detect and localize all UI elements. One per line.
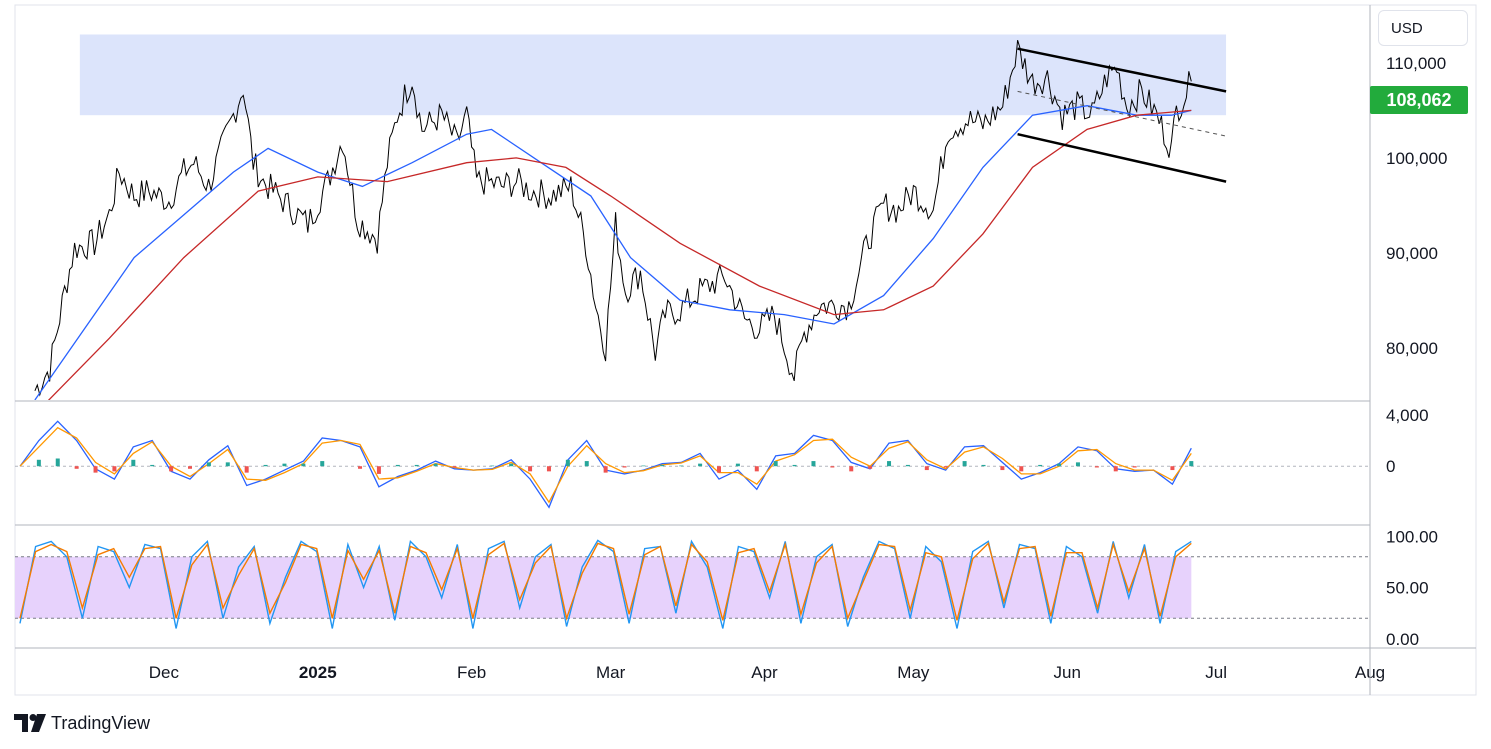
price-line bbox=[34, 40, 1192, 397]
moving-average-slow-line bbox=[47, 109, 1192, 400]
price-axis-tick: 80,000 bbox=[1386, 339, 1438, 358]
time-axis-tick: Feb bbox=[457, 663, 486, 682]
macd-histogram-bar bbox=[433, 463, 438, 467]
macd-histogram-bar bbox=[849, 466, 854, 472]
macd-histogram-bar bbox=[773, 461, 778, 467]
axes-layer: 110,000 100,000 90,000 80,000 Dec 2025 Feb Mar A… bbox=[149, 54, 1448, 682]
macd-histogram-bar bbox=[131, 459, 136, 467]
macd-histogram-bar bbox=[622, 466, 627, 468]
macd-histogram-bar bbox=[924, 466, 929, 471]
macd-histogram-bar bbox=[36, 459, 41, 467]
resistance-zone bbox=[79, 34, 1227, 116]
macd-histogram-bar bbox=[1132, 466, 1137, 468]
series-layer bbox=[19, 40, 1227, 629]
time-axis-tick: Mar bbox=[596, 663, 626, 682]
macd-histogram-bar bbox=[603, 466, 608, 473]
macd-histogram-bar bbox=[792, 464, 797, 467]
macd-histogram-bar bbox=[1189, 461, 1194, 467]
price-axis-tick: 100,000 bbox=[1386, 149, 1447, 168]
time-axis-tick: Apr bbox=[751, 663, 778, 682]
macd-histogram-bar bbox=[981, 464, 986, 467]
macd-histogram-bar bbox=[206, 462, 211, 467]
macd-histogram-bar bbox=[698, 463, 703, 467]
macd-signal-line bbox=[19, 426, 1192, 504]
channel-upper-line bbox=[1017, 47, 1227, 93]
macd-histogram-bar bbox=[490, 465, 495, 467]
price-axis-tick: 90,000 bbox=[1386, 244, 1438, 263]
time-axis-tick: Jul bbox=[1205, 663, 1227, 682]
macd-histogram-bar bbox=[112, 466, 117, 472]
time-axis-tick: 2025 bbox=[299, 663, 337, 682]
macd-histogram-bar bbox=[1113, 466, 1118, 472]
macd-histogram-bar bbox=[679, 465, 684, 467]
stoch-axis-tick: 100.00 bbox=[1386, 527, 1438, 546]
macd-histogram-bar bbox=[1019, 466, 1024, 472]
macd-axis-tick: 4,000 bbox=[1386, 406, 1429, 425]
macd-histogram-bar bbox=[452, 466, 457, 468]
macd-histogram-bar bbox=[660, 464, 665, 467]
macd-histogram-bar bbox=[301, 463, 306, 467]
macd-histogram-bar bbox=[282, 463, 287, 467]
price-axis-tick: 110,000 bbox=[1386, 54, 1446, 73]
currency-button[interactable]: USD bbox=[1378, 10, 1468, 46]
macd-histogram-bar bbox=[754, 466, 759, 472]
macd-histogram-bar bbox=[509, 463, 514, 467]
macd-histogram-bar bbox=[187, 466, 192, 469]
tradingview-logo-icon bbox=[14, 714, 46, 732]
macd-histogram-bar bbox=[546, 466, 551, 472]
last-price-label: 108,062 bbox=[1370, 86, 1468, 114]
macd-histogram-bar bbox=[263, 464, 268, 467]
macd-histogram-bar bbox=[74, 466, 79, 469]
macd-histogram-bar bbox=[584, 461, 589, 467]
macd-histogram-bar bbox=[55, 458, 60, 467]
macd-histogram-bar bbox=[358, 466, 363, 469]
macd-histogram-bar bbox=[716, 466, 721, 473]
macd-histogram-bar bbox=[169, 466, 174, 472]
macd-histogram-bar bbox=[641, 465, 646, 467]
time-axis-tick: May bbox=[897, 663, 930, 682]
macd-histogram-bar bbox=[150, 464, 155, 467]
macd-histogram-bar bbox=[1057, 463, 1062, 467]
macd-histogram-bar bbox=[320, 461, 325, 467]
macd-histogram-bar bbox=[1038, 464, 1043, 467]
macd-histogram-bar bbox=[1170, 466, 1175, 471]
stoch-axis-tick: 50.00 bbox=[1386, 579, 1429, 598]
macd-histogram-bar bbox=[830, 466, 835, 468]
macd-histogram-bar bbox=[905, 464, 910, 467]
tradingview-brand[interactable]: TradingView bbox=[14, 711, 150, 735]
macd-histogram-bar bbox=[1000, 466, 1005, 471]
macd-histogram-bar bbox=[1094, 466, 1099, 468]
macd-histogram-bar bbox=[811, 461, 816, 467]
macd-histogram-bar bbox=[565, 459, 570, 467]
time-axis-tick: Jun bbox=[1054, 663, 1081, 682]
stoch-axis-tick: 0.00 bbox=[1386, 630, 1419, 649]
macd-histogram-bar bbox=[887, 461, 892, 467]
macd-histogram-bar bbox=[376, 466, 381, 474]
macd-histogram-bar bbox=[528, 466, 533, 472]
macd-histogram-bar bbox=[943, 466, 948, 468]
macd-histogram-bar bbox=[395, 464, 400, 467]
macd-histogram-bar bbox=[735, 463, 740, 467]
macd-histogram-bar bbox=[225, 462, 230, 467]
tradingview-wordmark: TradingView bbox=[51, 712, 151, 733]
macd-histogram-bar bbox=[414, 464, 419, 467]
macd-histogram-bar bbox=[244, 466, 249, 473]
time-axis-tick: Dec bbox=[149, 663, 180, 682]
macd-histogram-bar bbox=[868, 466, 873, 469]
macd-histogram-bar bbox=[93, 466, 98, 473]
macd-axis-tick: 0 bbox=[1386, 457, 1395, 476]
stoch-d-line bbox=[19, 541, 1192, 621]
macd-histogram-bar bbox=[962, 461, 967, 467]
macd-histogram-bar bbox=[1075, 462, 1080, 467]
channel-middle-line bbox=[1017, 90, 1227, 137]
channel-lower-line bbox=[1017, 132, 1227, 183]
moving-average-fast-line bbox=[34, 105, 1192, 400]
